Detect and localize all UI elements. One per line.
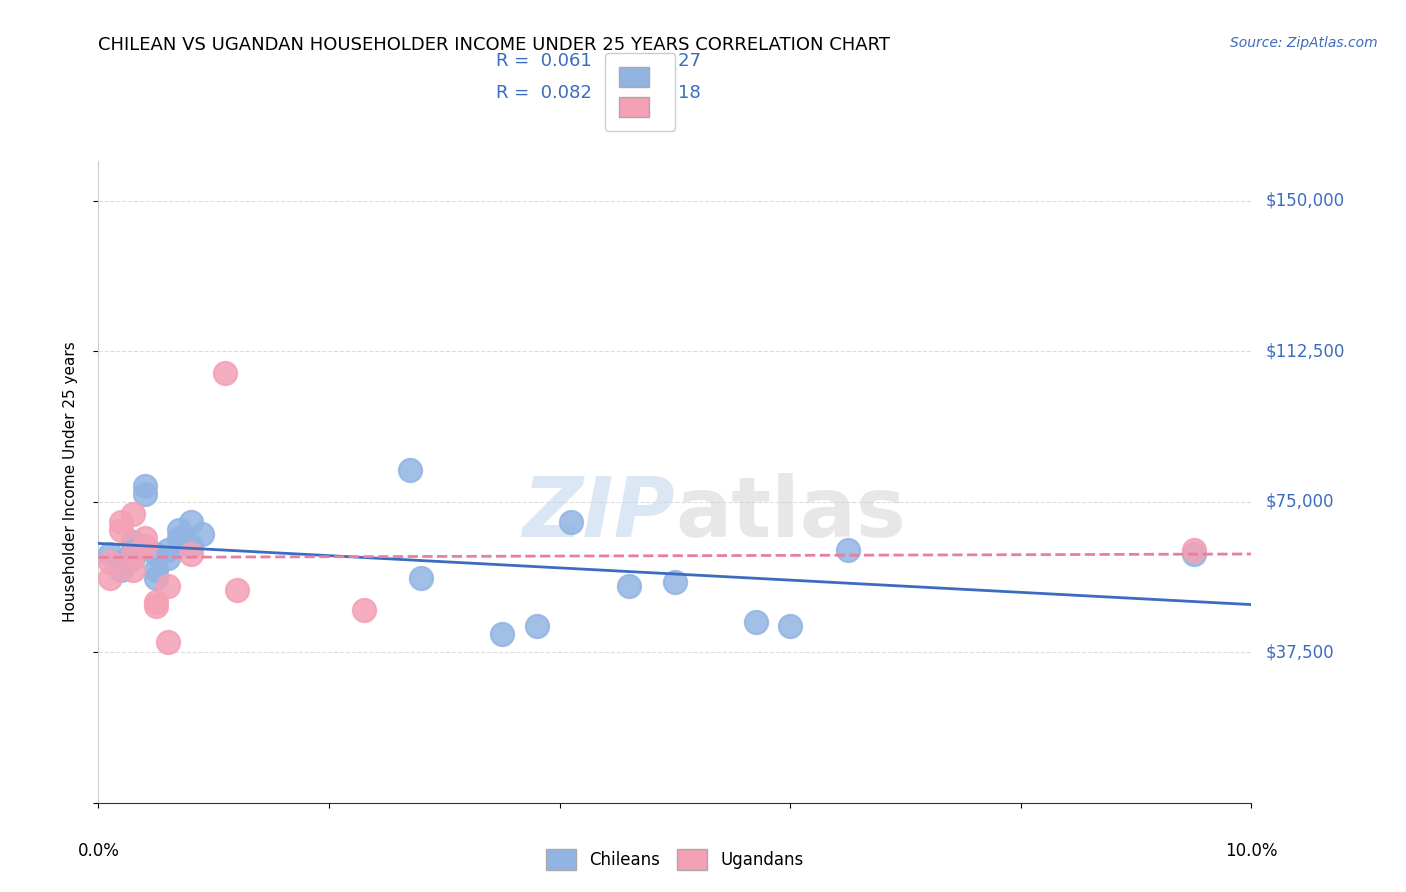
Point [167, 523, 190, 537]
Point [180, 515, 202, 529]
Point [145, 563, 167, 577]
Point [491, 627, 513, 641]
Point [122, 535, 145, 549]
Point [110, 563, 132, 577]
Text: $75,000: $75,000 [1265, 492, 1334, 511]
Text: $150,000: $150,000 [1265, 192, 1344, 210]
Point [411, 571, 433, 585]
Point [156, 542, 179, 557]
Text: N = 27: N = 27 [638, 52, 702, 70]
Point [134, 539, 156, 553]
Point [145, 571, 167, 585]
Point [122, 547, 145, 561]
Y-axis label: Householder Income Under 25 years: Householder Income Under 25 years [63, 342, 77, 622]
Text: atlas: atlas [675, 474, 905, 554]
Point [167, 531, 190, 545]
Point [145, 547, 167, 561]
Point [744, 615, 766, 630]
Point [122, 542, 145, 557]
Point [180, 547, 202, 561]
Point [122, 563, 145, 577]
Text: $37,500: $37,500 [1265, 643, 1334, 661]
Point [134, 487, 156, 501]
Point [156, 635, 179, 649]
Point [98, 547, 121, 561]
Point [398, 463, 420, 477]
Point [134, 479, 156, 493]
Point [837, 542, 859, 557]
Point [1182, 547, 1205, 561]
Point [526, 619, 548, 633]
Point [122, 507, 145, 521]
Point [98, 571, 121, 585]
Point [214, 366, 236, 380]
Point [134, 531, 156, 545]
Point [191, 526, 214, 541]
Point [98, 555, 121, 569]
Point [110, 515, 132, 529]
Point [617, 579, 640, 593]
Point [110, 555, 132, 569]
Text: 10.0%: 10.0% [1225, 842, 1278, 860]
Point [560, 515, 582, 529]
Text: N = 18: N = 18 [638, 84, 700, 102]
Point [779, 619, 801, 633]
Text: R =  0.082: R = 0.082 [496, 84, 592, 102]
Point [122, 551, 145, 566]
Text: 0.0%: 0.0% [77, 842, 120, 860]
Text: ZIP: ZIP [522, 474, 675, 554]
Point [180, 539, 202, 553]
Point [225, 583, 247, 598]
Point [110, 523, 132, 537]
Point [353, 603, 375, 617]
Point [156, 579, 179, 593]
Point [145, 599, 167, 614]
Text: R =  0.061: R = 0.061 [496, 52, 592, 70]
Point [664, 575, 686, 590]
Text: CHILEAN VS UGANDAN HOUSEHOLDER INCOME UNDER 25 YEARS CORRELATION CHART: CHILEAN VS UGANDAN HOUSEHOLDER INCOME UN… [98, 36, 890, 54]
Point [1182, 542, 1205, 557]
Point [156, 551, 179, 566]
Legend: Chileans, Ugandans: Chileans, Ugandans [538, 841, 811, 878]
Point [145, 595, 167, 609]
Text: $112,500: $112,500 [1265, 343, 1344, 360]
Text: Source: ZipAtlas.com: Source: ZipAtlas.com [1230, 36, 1378, 50]
